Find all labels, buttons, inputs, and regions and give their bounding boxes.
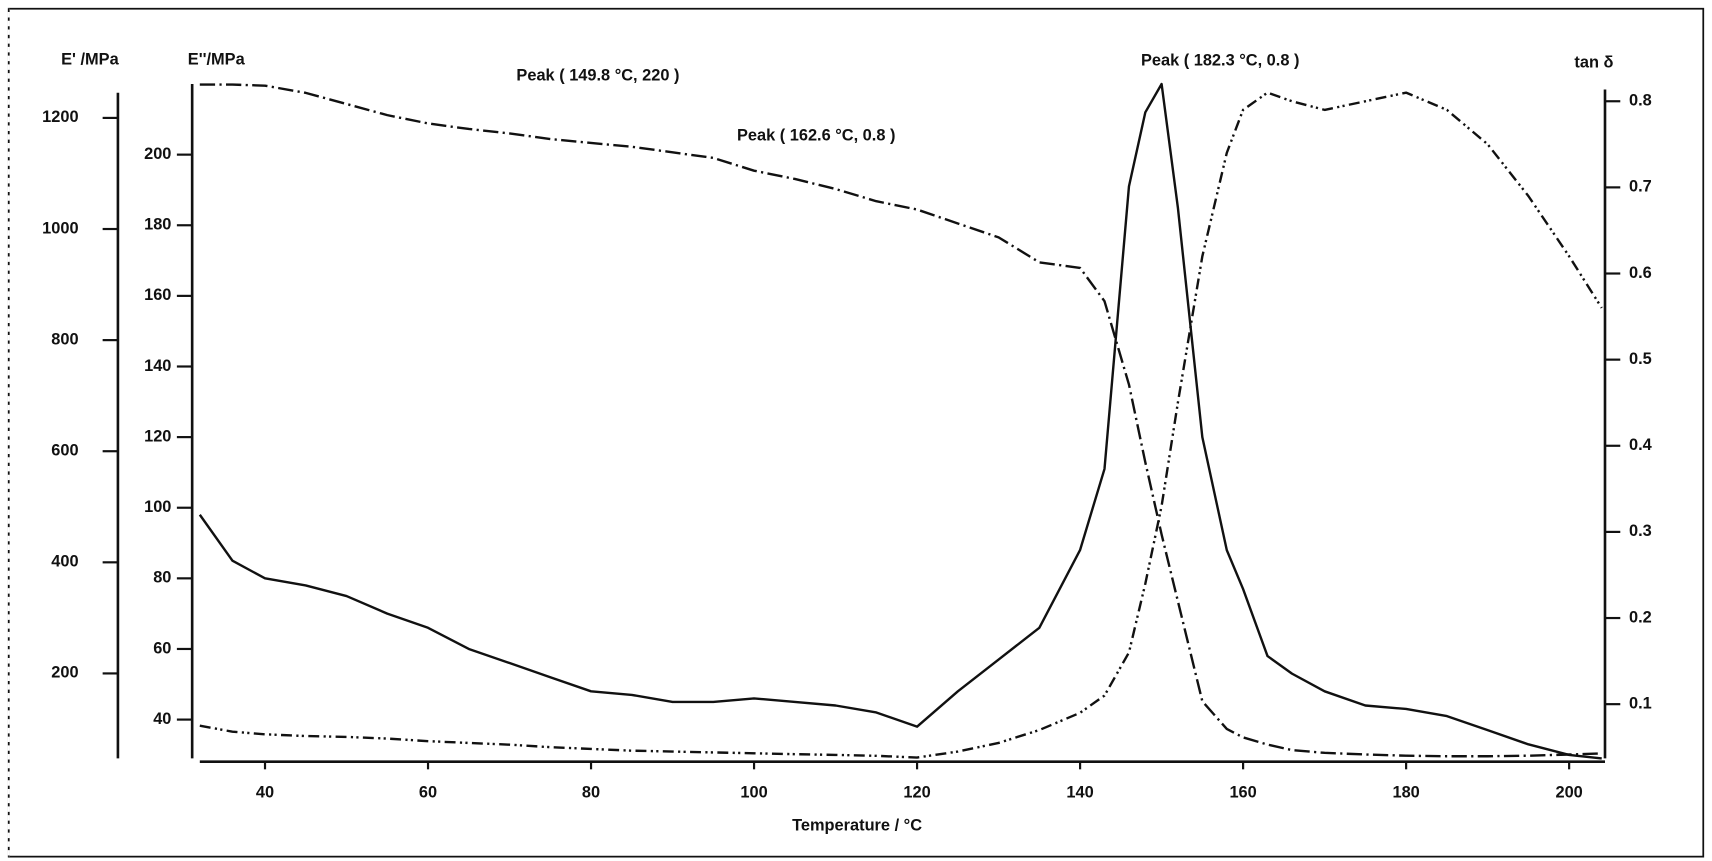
y2-tick-label: 200 [144, 145, 171, 163]
y-tick-label: 200 [51, 664, 78, 682]
x-tick-label: 120 [903, 784, 930, 802]
y-tick-label: 800 [51, 330, 78, 348]
y-tick-label: 400 [51, 553, 78, 571]
x-tick-label: 140 [1066, 784, 1093, 802]
y3-tick-label: 0.4 [1629, 436, 1653, 454]
x-axis-title: Temperature / °C [792, 816, 922, 834]
annotation: Peak ( 162.6 °C, 0.8 ) [737, 127, 895, 145]
y2-tick-label: 100 [144, 498, 171, 516]
x-tick-label: 80 [582, 784, 600, 802]
y2-tick-label: 120 [144, 427, 171, 445]
data-line [199, 83, 1602, 758]
y2-tick-label: 40 [153, 710, 171, 728]
data-line [198, 82, 1602, 760]
y3-tick-label: 0.2 [1629, 608, 1652, 626]
y2-tick-label: 140 [144, 357, 171, 375]
y3-tick-label: 0.3 [1629, 522, 1652, 540]
y3-tick-label: 0.5 [1629, 350, 1652, 368]
y2-tick-label: 60 [153, 639, 171, 657]
x-tick-label: 180 [1392, 784, 1419, 802]
x-tick-label: 60 [419, 784, 437, 802]
y2-axis-title: E''/MPa [188, 50, 246, 68]
y-tick-label: 1200 [42, 108, 78, 126]
y2-tick-label: 80 [153, 569, 171, 587]
x-tick-label: 100 [740, 784, 767, 802]
y3-axis-title: tan δ [1574, 54, 1613, 72]
y-axis-title: E' /MPa [61, 50, 119, 68]
x-tick-label: 200 [1555, 784, 1582, 802]
y3-tick-label: 0.7 [1629, 178, 1652, 196]
x-tick-label: 160 [1229, 784, 1256, 802]
y2-tick-label: 180 [144, 216, 171, 234]
y3-tick-label: 0.1 [1629, 694, 1652, 712]
data-line [199, 91, 1603, 759]
y-tick-label: 1000 [42, 219, 78, 237]
annotation: Peak ( 149.8 °C, 220 ) [516, 67, 679, 85]
y-tick-label: 600 [51, 442, 78, 460]
y3-tick-label: 0.8 [1629, 92, 1652, 110]
y3-tick-label: 0.6 [1629, 264, 1652, 282]
annotation: Peak ( 182.3 °C, 0.8 ) [1141, 51, 1299, 69]
x-tick-label: 40 [256, 784, 274, 802]
y2-tick-label: 160 [144, 286, 171, 304]
